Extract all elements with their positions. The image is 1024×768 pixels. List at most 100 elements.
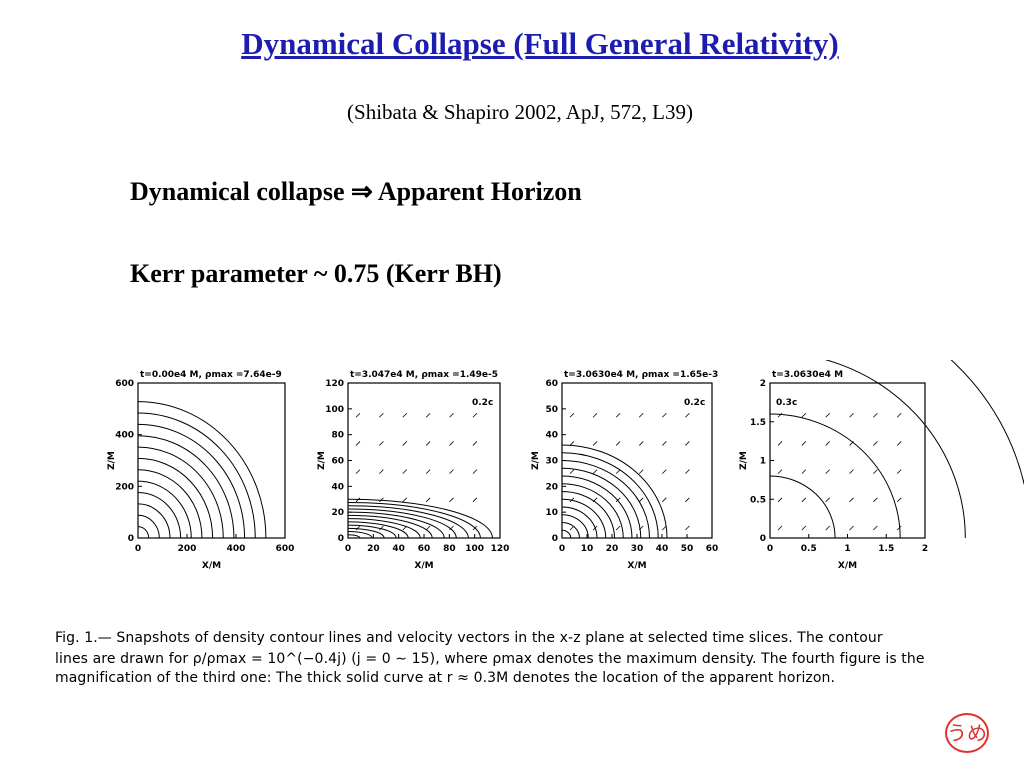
velocity-vector (896, 441, 902, 446)
velocity-vector (592, 497, 598, 503)
velocity-vector (379, 441, 384, 446)
contour (137, 446, 224, 539)
velocity-vector (379, 525, 384, 531)
x-tick-label: 80 (443, 544, 456, 554)
velocity-vector (638, 441, 644, 446)
x-tick-label: 0 (559, 544, 565, 554)
velocity-vector (873, 525, 878, 531)
contour (347, 534, 361, 539)
y-tick-label: 0 (338, 534, 344, 544)
x-tick-label: 0 (767, 544, 773, 554)
contour (561, 452, 659, 539)
caption-line: magnification of the third one: The thic… (55, 670, 836, 686)
velocity-vector (873, 441, 878, 446)
caption-line: Fig. 1.— Snapshots of density contour li… (55, 630, 883, 646)
x-tick-label: 1.5 (878, 544, 894, 554)
contour (769, 413, 901, 539)
y-tick-label: 400 (115, 431, 134, 441)
x-tick-label: 30 (631, 544, 644, 554)
velocity-vector (379, 497, 384, 503)
contour (561, 483, 624, 539)
velocity-vector (777, 497, 783, 503)
velocity-vector (685, 412, 690, 418)
y-tick-label: 20 (331, 508, 344, 518)
contour (561, 460, 650, 539)
x-tick-label: 0 (135, 544, 141, 554)
velocity-vector (615, 469, 621, 474)
velocity-vector (801, 412, 807, 418)
x-tick-label: 20 (606, 544, 619, 554)
y-tick-label: 0 (552, 534, 558, 544)
velocity-vector (569, 412, 575, 418)
panel-header: t=3.0630e4 M, ρmax =1.65e-3 (564, 370, 718, 380)
velocity-vector (355, 412, 361, 418)
velocity-vector (402, 525, 408, 531)
contour (137, 526, 150, 539)
annotation: 0.2c (472, 398, 493, 408)
velocity-vector (569, 469, 575, 474)
contour (347, 508, 457, 539)
panel-header: t=3.047e4 M, ρmax =1.49e-5 (350, 370, 498, 380)
velocity-vector (402, 497, 408, 503)
velocity-vector (896, 412, 902, 418)
x-tick-label: 50 (681, 544, 694, 554)
contour (561, 475, 633, 539)
velocity-vector (569, 497, 575, 503)
velocity-vector (685, 469, 690, 474)
y-tick-label: 20 (545, 482, 558, 492)
velocity-vector (825, 469, 830, 474)
velocity-vector (685, 441, 690, 446)
velocity-vector (801, 469, 807, 474)
contour (347, 514, 433, 539)
y-tick-label: 1.5 (750, 418, 766, 428)
contour (347, 518, 421, 539)
contour (347, 531, 373, 539)
velocity-vector (355, 469, 361, 474)
contour (561, 491, 615, 539)
velocity-vector (472, 441, 478, 446)
velocity-vector (662, 525, 667, 531)
contour (137, 457, 214, 539)
velocity-vector (355, 497, 361, 503)
x-tick-label: 2 (922, 544, 928, 554)
contour (347, 527, 385, 539)
contour (137, 514, 160, 539)
velocity-vector (449, 412, 454, 418)
contour (769, 475, 836, 539)
velocity-vector (777, 441, 783, 446)
velocity-vector (472, 525, 478, 531)
annotation: 0.2c (684, 398, 705, 408)
y-tick-label: 0.5 (750, 495, 766, 505)
x-tick-label: 40 (392, 544, 405, 554)
y-tick-label: 40 (331, 482, 344, 492)
y-axis-label: Z/M (739, 451, 749, 470)
panel-header: t=3.0630e4 M (772, 370, 843, 380)
x-tick-label: 40 (656, 544, 669, 554)
contour (137, 492, 182, 539)
velocity-vector (662, 441, 667, 446)
contour (347, 505, 469, 539)
velocity-vector (849, 497, 854, 503)
velocity-vector (873, 469, 878, 474)
velocity-vector (801, 525, 807, 531)
y-tick-label: 0 (128, 534, 134, 544)
contour (137, 435, 235, 539)
x-tick-label: 400 (227, 544, 246, 554)
velocity-vector (402, 469, 408, 474)
velocity-vector (569, 441, 575, 446)
velocity-vector (801, 441, 807, 446)
x-tick-label: 0.5 (801, 544, 817, 554)
x-tick-label: 1 (844, 544, 850, 554)
contour (561, 444, 668, 539)
velocity-vector (592, 441, 598, 446)
x-axis-label: X/M (414, 561, 433, 571)
x-tick-label: 20 (367, 544, 380, 554)
velocity-vector (425, 441, 431, 446)
caption-line: lines are drawn for ρ/ρmax = 10^(−0.4j) … (55, 651, 925, 667)
contour (347, 501, 481, 539)
velocity-vector (592, 412, 598, 418)
y-tick-label: 40 (545, 431, 558, 441)
contour (137, 480, 192, 539)
velocity-vector (873, 497, 878, 503)
